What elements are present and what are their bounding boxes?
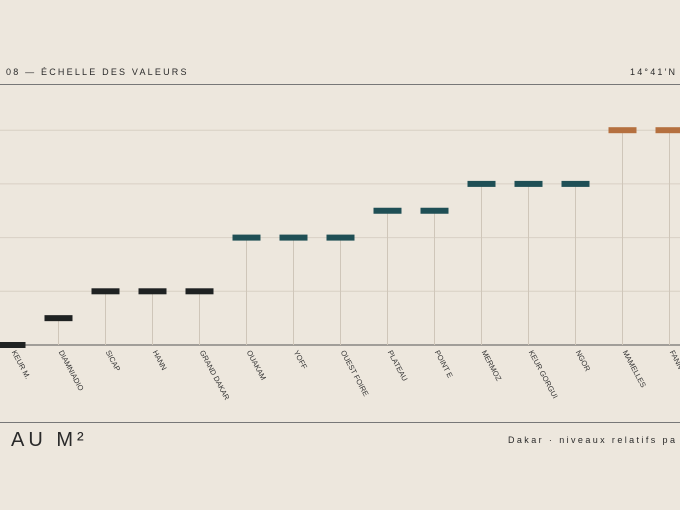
x-tick-label: OUAKAM [245, 349, 268, 382]
footer-title: AU M² [11, 429, 88, 451]
level-marker [655, 127, 680, 134]
x-tick-label: KEUR GORGUI [527, 349, 560, 400]
x-tick-label: KEUR M. [10, 349, 33, 381]
x-tick-label: MERMOZ [480, 349, 504, 383]
level-marker [608, 127, 637, 134]
x-tick-label: DIAMNIADIO [57, 349, 86, 393]
section-label: 08 — ÉCHELLE DES VALEURS [6, 67, 189, 77]
level-marker [0, 342, 26, 348]
level-marker [373, 207, 402, 214]
footer-subtitle: Dakar · niveaux relatifs pa [508, 435, 677, 445]
coords: 14°41′N [630, 67, 677, 77]
level-marker [514, 180, 543, 187]
level-marker [44, 315, 73, 322]
x-tick-label: GRAND DAKAR [198, 349, 232, 402]
x-tick-label: POINT E [433, 349, 455, 380]
level-marker [279, 234, 308, 241]
level-marker [232, 234, 261, 241]
level-marker [326, 234, 355, 241]
level-marker [185, 288, 214, 295]
plot: KEUR M. DIAMNIADIO SICAP HANN GRAND DAKAR OUA… [0, 127, 680, 402]
level-marker [561, 180, 590, 187]
x-tick-label: OUEST FOIRE [339, 349, 371, 398]
x-tick-label: SICAP [104, 349, 123, 373]
x-tick-label: YOFF [292, 349, 310, 371]
level-marker [467, 180, 496, 187]
x-tick-label: NGOR [574, 349, 593, 374]
level-marker [420, 207, 449, 214]
x-tick-label: PLATEAU [386, 349, 410, 383]
x-tick-label: MAMELLES [621, 349, 648, 389]
x-tick-label: HANN [151, 349, 169, 372]
level-marker [138, 288, 167, 295]
x-tick-label: FANN [668, 349, 680, 371]
level-marker [91, 288, 120, 295]
